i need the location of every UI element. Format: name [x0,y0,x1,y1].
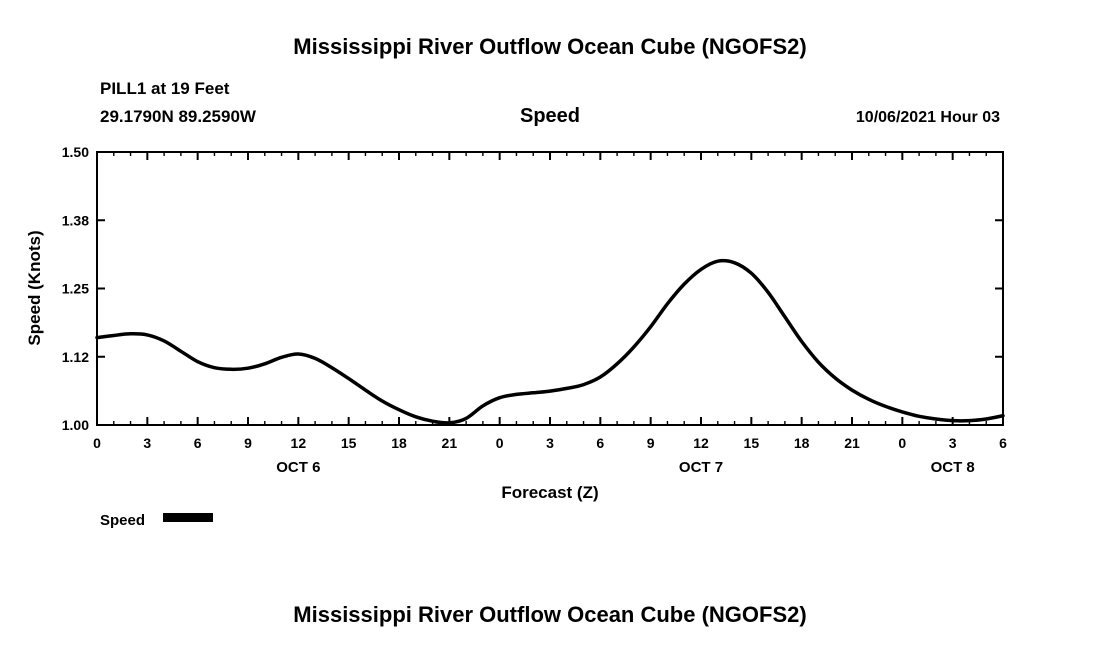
plot-type-label: Speed [520,105,580,127]
top-title: Mississippi River Outflow Ocean Cube (NG… [293,34,806,59]
x-tick-label: 21 [844,435,860,451]
x-tick-label: 6 [596,435,604,451]
x-tick-label: 3 [546,435,554,451]
date-label: OCT 8 [931,459,975,476]
date-label: OCT 6 [276,459,320,476]
bottom-title: Mississippi River Outflow Ocean Cube (NG… [293,602,806,627]
x-tick-label: 12 [291,435,307,451]
x-tick-label: 9 [244,435,252,451]
x-tick-label: 0 [93,435,101,451]
station-label: PILL1 at 19 Feet [100,79,230,98]
x-tick-label: 6 [999,435,1007,451]
x-tick-label: 3 [949,435,957,451]
x-tick-label: 6 [194,435,202,451]
x-tick-label: 0 [898,435,906,451]
y-tick-label: 1.38 [62,212,89,228]
x-tick-label: 18 [794,435,810,451]
legend-line-swatch [163,513,213,522]
speed-line [95,258,1005,425]
x-tick-label: 18 [391,435,407,451]
y-tick-label: 1.00 [62,417,89,433]
y-axis-title: Speed (Knots) [25,230,44,345]
y-tick-label: 1.25 [62,281,89,297]
plot-area: 0 3 6 9 12 15 18 21 0 3 6 9 12 15 18 21 0 3 6 1.00 1.12 1.25 1… [62,144,1007,476]
coordinates-label: 29.1790N 89.2590W [100,107,257,126]
x-tick-label: 9 [647,435,655,451]
date-label: OCT 7 [679,459,723,476]
legend-label: Speed [100,512,145,529]
plot-frame [96,151,1004,426]
x-tick-label: 15 [341,435,357,451]
datetime-label: 10/06/2021 Hour 03 [856,109,1000,126]
x-tick-label: 0 [496,435,504,451]
x-tick-label: 12 [693,435,709,451]
x-tick-label: 3 [143,435,151,451]
x-tick-label: 21 [442,435,458,451]
y-tick-label: 1.12 [62,349,89,365]
x-tick-label: 15 [744,435,760,451]
x-axis-title: Forecast (Z) [501,483,598,502]
y-tick-label: 1.50 [62,144,89,160]
